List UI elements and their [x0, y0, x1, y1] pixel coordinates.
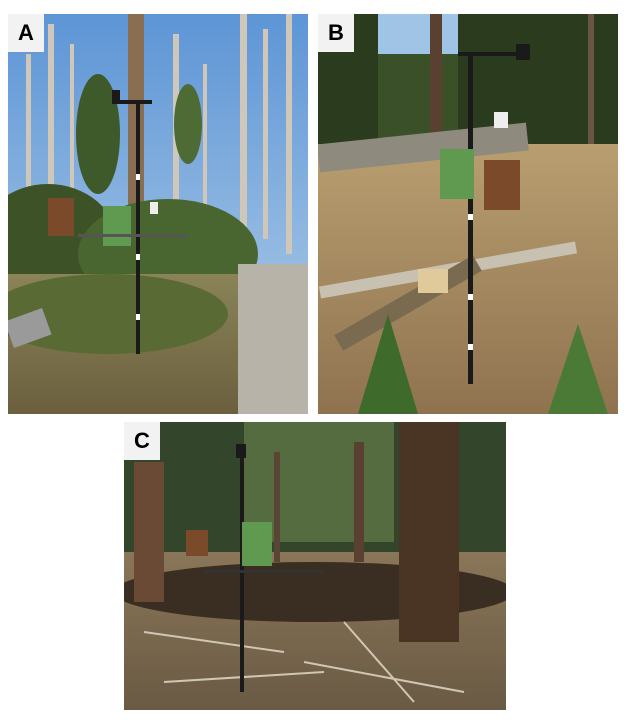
- panel-label-a: A: [8, 14, 44, 52]
- panel-label-b: B: [318, 14, 354, 52]
- weather-station-photo-c: [124, 422, 506, 710]
- weather-station-photo-b: [318, 14, 618, 414]
- photo-panel-b: B: [318, 14, 618, 414]
- photo-panel-c: C: [124, 422, 506, 710]
- photo-panel-a: A: [8, 14, 308, 414]
- weather-station-photo-a: [8, 14, 308, 414]
- panel-label-c: C: [124, 422, 160, 460]
